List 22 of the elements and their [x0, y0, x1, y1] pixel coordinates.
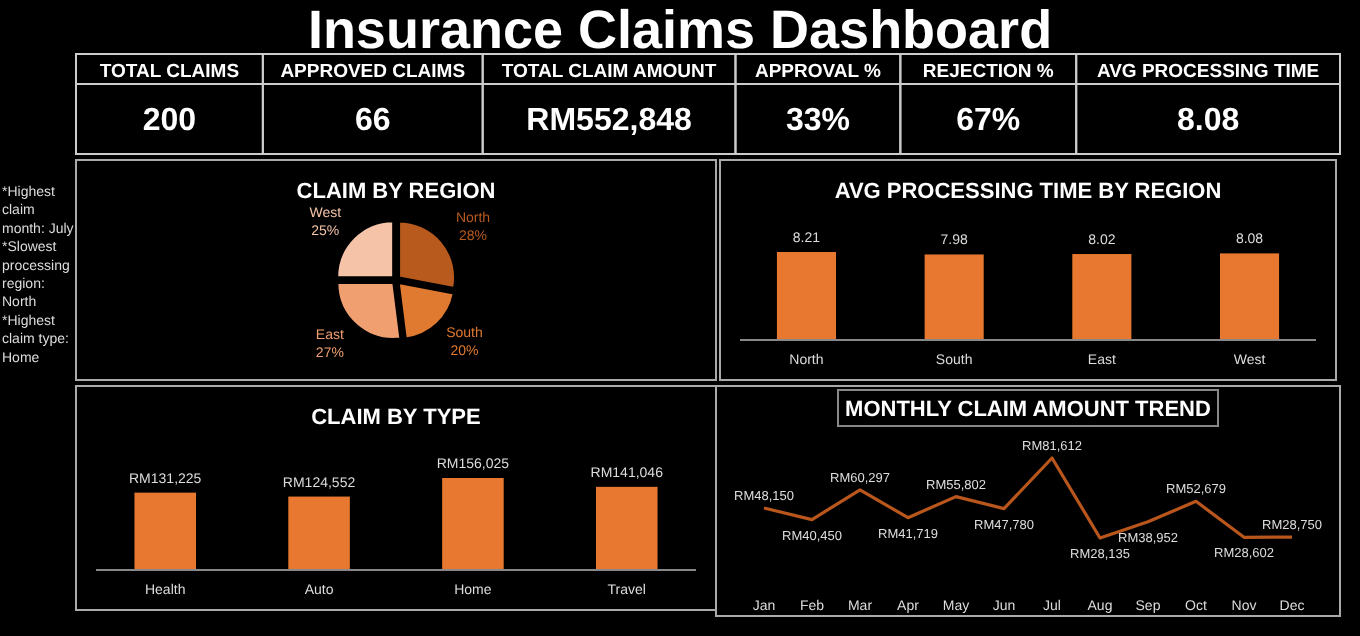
chart-title: CLAIM BY REGION — [296, 180, 496, 204]
category-label: APPROVAL % — [754, 61, 883, 83]
data-label: 33% — [785, 104, 850, 138]
bar — [596, 486, 658, 570]
data-label: 67% — [956, 104, 1021, 138]
text: Insurance Claims Dashboard — [307, 0, 1053, 60]
bar — [134, 492, 196, 570]
chart-title: CLAIM BY TYPE — [311, 406, 481, 430]
data-label: 200 — [142, 104, 197, 138]
bar — [288, 496, 350, 570]
category-label: AVG PROCESSING TIME — [1096, 61, 1320, 83]
chart-title: MONTHLY CLAIM AMOUNT TREND — [845, 398, 1212, 422]
chart-title: AVG PROCESSING TIME BY REGION — [834, 180, 1222, 204]
category-label: TOTAL CLAIMS — [99, 61, 240, 83]
category-label: APPROVED CLAIMS — [280, 61, 466, 83]
data-label: 66 — [354, 104, 391, 138]
data-label: RM552,848 — [526, 104, 692, 138]
data-label: 8.08 — [1176, 104, 1240, 138]
category-label: TOTAL CLAIM AMOUNT — [501, 61, 717, 83]
pie-slice — [336, 220, 395, 279]
bar — [442, 478, 504, 570]
category-label: REJECTION % — [922, 61, 1055, 83]
